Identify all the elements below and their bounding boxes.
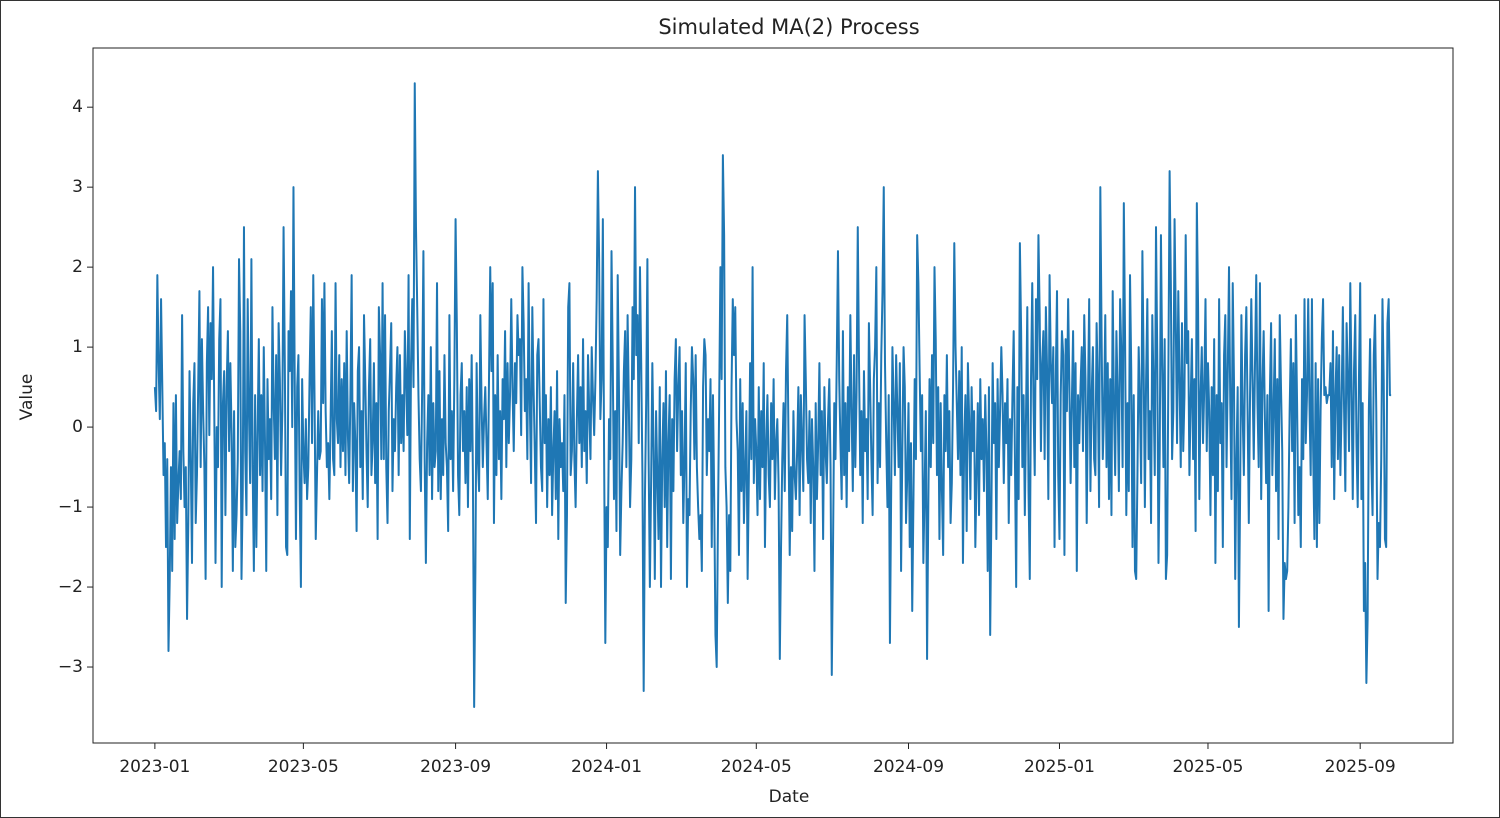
y-axis-label: Value [17, 374, 37, 421]
y-tick-label: 4 [72, 97, 83, 117]
y-tick-label: 2 [72, 257, 83, 277]
plot-area [92, 47, 1454, 744]
x-tick-label: 2024-05 [721, 757, 792, 777]
y-tick-label: 3 [72, 177, 83, 197]
y-tick-label: −2 [58, 577, 83, 597]
y-tick-label: 0 [72, 417, 83, 437]
x-tick-label: 2023-05 [268, 757, 339, 777]
x-tick-label: 2024-01 [571, 757, 642, 777]
chart-title: Simulated MA(2) Process [658, 15, 919, 39]
line-series [153, 82, 1392, 709]
y-tick-label: 1 [72, 337, 83, 357]
y-tick-label: −3 [58, 657, 83, 677]
x-tick-label: 2025-09 [1325, 757, 1396, 777]
y-tick-label: −1 [58, 497, 83, 517]
x-tick-label: 2025-01 [1024, 757, 1095, 777]
x-tick-label: 2025-05 [1172, 757, 1243, 777]
x-tick-label: 2023-09 [420, 757, 491, 777]
x-tick-label: 2023-01 [119, 757, 190, 777]
x-tick-label: 2024-09 [873, 757, 944, 777]
x-axis-label: Date [769, 787, 810, 807]
